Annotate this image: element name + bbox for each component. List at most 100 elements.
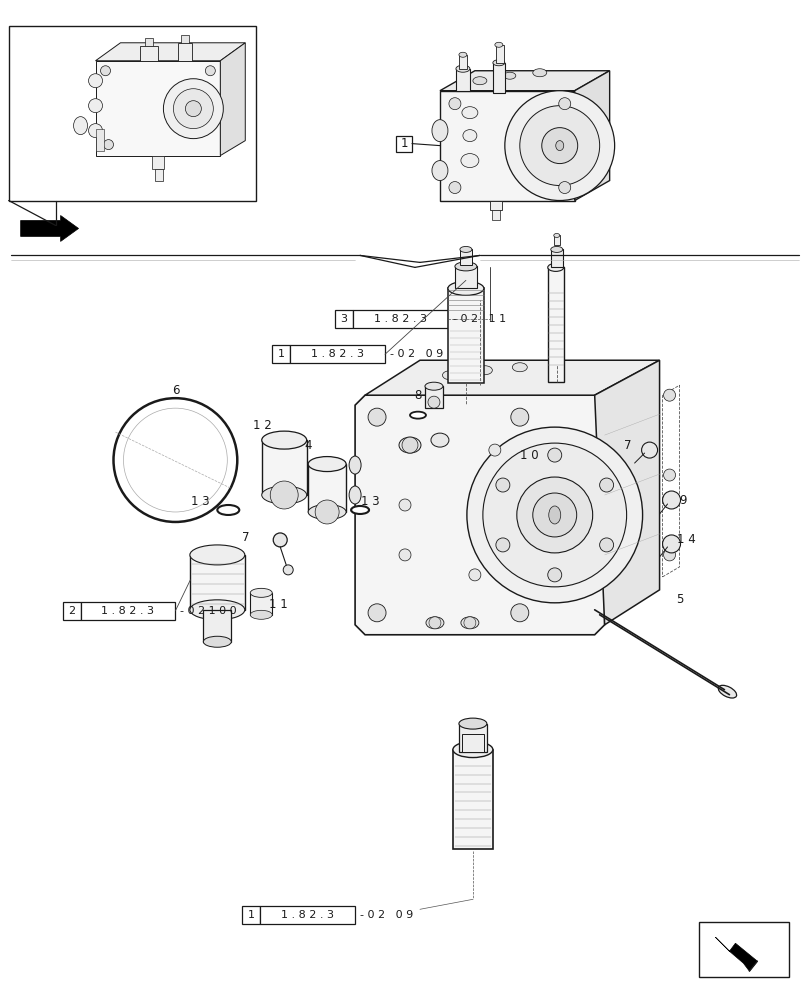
Bar [335,310,353,328]
Circle shape [283,565,293,575]
Ellipse shape [350,506,369,514]
Circle shape [367,408,385,426]
Ellipse shape [431,161,448,181]
Bar [396,136,411,152]
Circle shape [123,408,227,512]
Circle shape [483,443,626,587]
Ellipse shape [203,636,231,647]
Circle shape [519,106,599,186]
Ellipse shape [461,154,478,168]
Bar [290,345,384,363]
Circle shape [504,91,614,201]
Polygon shape [220,43,245,156]
Bar [260,906,354,924]
Circle shape [496,538,509,552]
Circle shape [185,101,201,117]
Ellipse shape [459,246,471,252]
Ellipse shape [458,52,466,57]
Text: 1 . 8 2 . 3: 1 . 8 2 . 3 [281,910,334,920]
Circle shape [448,182,461,194]
Bar [459,249,471,265]
Polygon shape [96,43,245,61]
Bar [458,55,466,69]
Circle shape [174,89,213,129]
Circle shape [663,549,675,561]
Circle shape [101,66,110,76]
Bar [553,235,559,245]
Ellipse shape [398,437,420,453]
Ellipse shape [547,263,563,271]
Bar [547,267,563,382]
Ellipse shape [492,60,504,66]
Circle shape [163,79,223,139]
Bar [96,129,103,151]
Text: 8: 8 [414,389,421,402]
Bar [424,386,442,408]
Ellipse shape [410,412,426,419]
Circle shape [205,66,215,76]
Circle shape [663,469,675,481]
Polygon shape [440,71,609,91]
Text: 1 3: 1 3 [360,495,379,508]
Circle shape [114,398,237,522]
Bar [62,602,80,620]
Circle shape [88,99,102,113]
Bar [461,734,483,752]
Bar [250,593,272,615]
Circle shape [427,396,440,408]
Text: 1 0: 1 0 [520,449,539,462]
Ellipse shape [190,600,244,620]
Bar [262,440,307,495]
Circle shape [496,478,509,492]
Circle shape [541,128,577,164]
Circle shape [488,444,500,456]
Bar [453,750,492,849]
Text: 1 . 8 2 . 3: 1 . 8 2 . 3 [101,606,154,616]
Bar [454,266,476,288]
Bar [458,724,487,752]
Circle shape [641,442,657,458]
Text: 1 2: 1 2 [252,419,272,432]
Text: 1: 1 [277,349,285,359]
Ellipse shape [553,233,559,237]
Text: 1: 1 [400,137,407,150]
Text: - 0 2   0 9: - 0 2 0 9 [359,910,413,920]
Circle shape [599,538,613,552]
Bar [489,201,501,210]
Ellipse shape [512,363,526,372]
Bar [178,43,192,61]
Bar [272,345,290,363]
Circle shape [272,533,287,547]
Ellipse shape [462,130,476,142]
Text: 3: 3 [340,314,347,324]
Bar [496,45,503,63]
Circle shape [401,437,418,453]
Bar [550,249,562,267]
Ellipse shape [431,433,448,447]
Bar [492,63,504,93]
Ellipse shape [431,120,448,142]
Bar [80,602,175,620]
Circle shape [663,389,675,401]
Ellipse shape [548,506,560,524]
Ellipse shape [190,545,244,565]
Bar [203,610,231,642]
Ellipse shape [477,366,491,375]
Ellipse shape [261,431,307,449]
Bar [152,156,164,169]
Text: 7: 7 [241,531,249,544]
Text: 1: 1 [247,910,255,920]
Ellipse shape [550,246,562,252]
Ellipse shape [74,117,88,135]
Text: - 0 2 1 0 0: - 0 2 1 0 0 [180,606,237,616]
Ellipse shape [349,486,361,504]
Bar [145,38,153,46]
Circle shape [466,427,642,603]
Ellipse shape [349,456,361,474]
Ellipse shape [424,382,442,390]
Circle shape [88,74,102,88]
Circle shape [468,569,480,581]
Circle shape [398,499,410,511]
Ellipse shape [461,107,478,119]
Ellipse shape [454,262,476,271]
